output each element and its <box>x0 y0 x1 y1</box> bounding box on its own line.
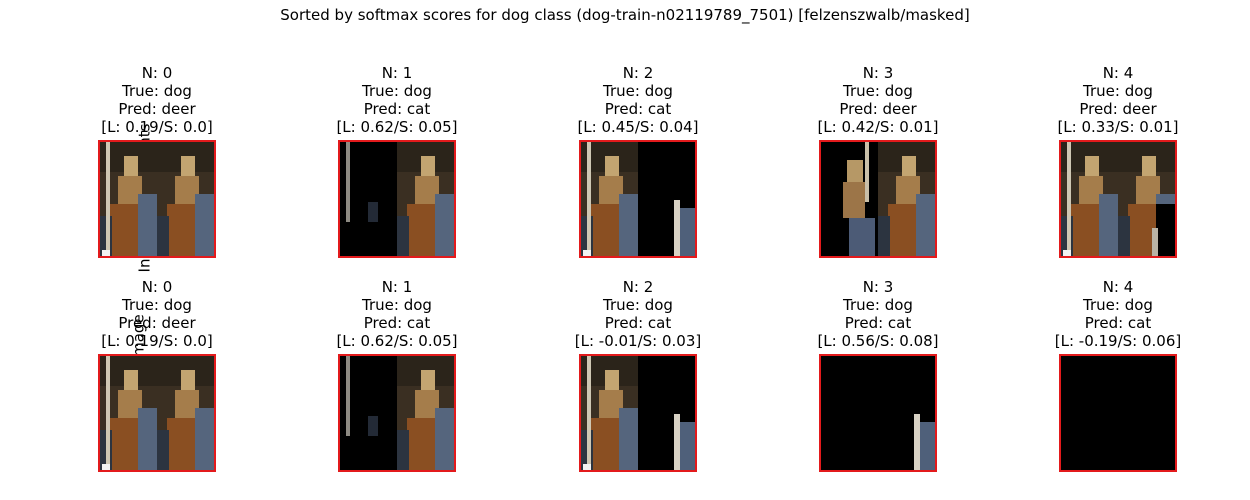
cell-title-n: N: 0 <box>141 278 173 296</box>
thumbnail-image <box>821 356 935 470</box>
cell-title-true: True: dog <box>122 296 192 314</box>
cell-title: N: 1 True: dog Pred: cat [L: 0.62/S: 0.05] <box>297 278 497 350</box>
cell-title-true: True: dog <box>122 82 192 100</box>
cell-title-true: True: dog <box>603 82 673 100</box>
segment-thumbnail <box>819 354 937 472</box>
cell-title-pred: Pred: deer <box>118 314 196 332</box>
cell-title-n: N: 2 <box>622 64 654 82</box>
cell-title-n: N: 0 <box>141 64 173 82</box>
thumbnail-image <box>1061 356 1175 470</box>
cell-title-n: N: 3 <box>862 278 894 296</box>
cell-title-true: True: dog <box>843 296 913 314</box>
cell-title: N: 2 True: dog Pred: cat [L: -0.01/S: 0.03] <box>538 278 738 350</box>
cell-title-true: True: dog <box>362 296 432 314</box>
segment-thumbnail <box>579 140 697 258</box>
segment-thumbnail <box>1059 354 1177 472</box>
cell-title-pred: Pred: cat <box>604 100 672 118</box>
cell-title-scores: [L: 0.19/S: 0.0] <box>101 118 213 136</box>
thumbnail-image <box>1061 142 1175 256</box>
cell-title-scores: [L: 0.56/S: 0.08] <box>817 332 939 350</box>
thumbnail-image <box>821 142 935 256</box>
segment-thumbnail <box>98 354 216 472</box>
cell-title-n: N: 1 <box>381 278 413 296</box>
cell-title-true: True: dog <box>1083 82 1153 100</box>
cell-title-scores: [L: 0.62/S: 0.05] <box>336 118 458 136</box>
cell-title: N: 3 True: dog Pred: deer [L: 0.42/S: 0.01] <box>778 64 978 136</box>
cell-title-scores: [L: 0.45/S: 0.04] <box>577 118 699 136</box>
cell-title: N: 4 True: dog Pred: deer [L: 0.33/S: 0.01] <box>1018 64 1218 136</box>
cell-title-scores: [L: 0.42/S: 0.01] <box>817 118 939 136</box>
cell-title-pred: Pred: cat <box>844 314 912 332</box>
thumbnail-image <box>100 356 214 470</box>
cell-title-n: N: 4 <box>1102 64 1134 82</box>
thumbnail-image <box>340 356 454 470</box>
cell-title-pred: Pred: deer <box>118 100 196 118</box>
thumbnail-image <box>340 142 454 256</box>
cell-title-pred: Pred: cat <box>363 100 431 118</box>
cell-title-scores: [L: 0.33/S: 0.01] <box>1057 118 1179 136</box>
cell-title-scores: [L: 0.62/S: 0.05] <box>336 332 458 350</box>
cell-title-scores: [L: 0.19/S: 0.0] <box>101 332 213 350</box>
cell-title-pred: Pred: deer <box>839 100 917 118</box>
cell-title-pred: Pred: cat <box>604 314 672 332</box>
segment-thumbnail <box>1059 140 1177 258</box>
cell-title: N: 0 True: dog Pred: deer [L: 0.19/S: 0.0] <box>57 64 257 136</box>
cell-title-true: True: dog <box>843 82 913 100</box>
thumbnail-image <box>100 142 214 256</box>
cell-title-scores: [L: -0.19/S: 0.06] <box>1054 332 1182 350</box>
cell-title: N: 3 True: dog Pred: cat [L: 0.56/S: 0.08] <box>778 278 978 350</box>
figure-title: Sorted by softmax scores for dog class (… <box>280 6 970 24</box>
cell-title-n: N: 2 <box>622 278 654 296</box>
segment-thumbnail <box>819 140 937 258</box>
cell-title-n: N: 3 <box>862 64 894 82</box>
segment-thumbnail <box>338 140 456 258</box>
thumbnail-image <box>581 356 695 470</box>
cell-title-pred: Pred: cat <box>363 314 431 332</box>
cell-title-n: N: 1 <box>381 64 413 82</box>
cell-title-true: True: dog <box>603 296 673 314</box>
cell-title: N: 1 True: dog Pred: cat [L: 0.62/S: 0.05] <box>297 64 497 136</box>
cell-title-scores: [L: -0.01/S: 0.03] <box>574 332 702 350</box>
cell-title: N: 2 True: dog Pred: cat [L: 0.45/S: 0.04] <box>538 64 738 136</box>
cell-title-true: True: dog <box>1083 296 1153 314</box>
cell-title-true: True: dog <box>362 82 432 100</box>
segment-thumbnail <box>579 354 697 472</box>
cell-title-n: N: 4 <box>1102 278 1134 296</box>
cell-title-pred: Pred: deer <box>1079 100 1157 118</box>
cell-title: N: 0 True: dog Pred: deer [L: 0.19/S: 0.0] <box>57 278 257 350</box>
cell-title: N: 4 True: dog Pred: cat [L: -0.19/S: 0.06] <box>1018 278 1218 350</box>
thumbnail-image <box>581 142 695 256</box>
cell-title-pred: Pred: cat <box>1084 314 1152 332</box>
segment-thumbnail <box>98 140 216 258</box>
segment-thumbnail <box>338 354 456 472</box>
